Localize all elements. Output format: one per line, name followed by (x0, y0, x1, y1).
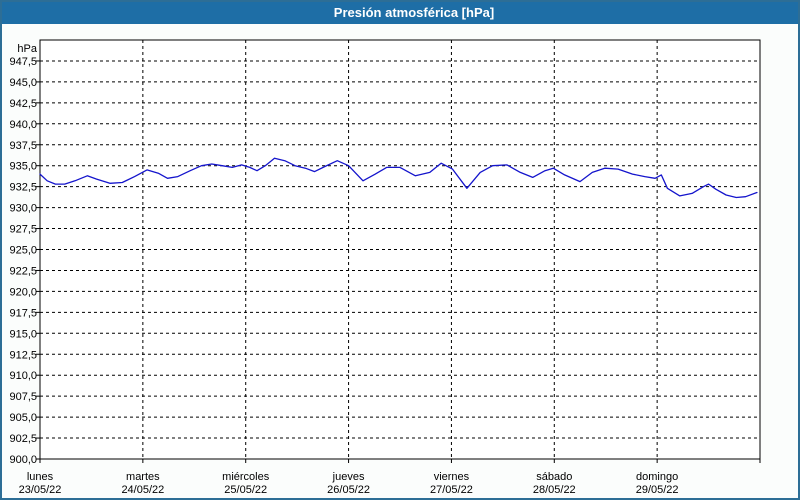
y-tick-label: 935,0 (9, 161, 37, 173)
y-tick-label: 910,0 (9, 370, 37, 382)
y-axis-unit-label: hPa (17, 43, 37, 55)
x-axis-day-label: viernes (434, 471, 470, 483)
y-tick-label: 915,0 (9, 328, 37, 340)
y-tick-label: 902,5 (9, 433, 37, 445)
x-axis-date-label: 28/05/22 (533, 484, 576, 496)
y-tick-label: 920,0 (9, 286, 37, 298)
y-tick-label: 917,5 (9, 307, 37, 319)
y-tick-label: 940,0 (9, 119, 37, 131)
y-tick-label: 925,0 (9, 245, 37, 257)
x-axis-day-label: jueves (332, 471, 365, 483)
y-tick-label: 945,0 (9, 77, 37, 89)
pressure-line (39, 157, 758, 199)
x-axis-date-label: 26/05/22 (327, 484, 370, 496)
plot-border (39, 39, 761, 460)
y-tick-label: 947,5 (9, 56, 37, 68)
x-axis-date-label: 23/05/22 (19, 484, 62, 496)
y-tick-label: 922,5 (9, 265, 37, 277)
chart-title: Presión atmosférica [hPa] (333, 5, 495, 20)
x-axis-date-label: 24/05/22 (121, 484, 164, 496)
x-axis-date-label: 27/05/22 (430, 484, 473, 496)
x-axis-day-label: domingo (636, 471, 678, 483)
y-tick-label: 932,5 (9, 182, 37, 194)
x-axis-day-label: martes (126, 471, 160, 483)
y-tick-label: 900,0 (9, 454, 37, 466)
y-tick-label: 927,5 (9, 224, 37, 236)
chart-title-bar: Presión atmosférica [hPa] (2, 2, 798, 24)
x-axis-date-label: 25/05/22 (224, 484, 267, 496)
y-tick-label: 912,5 (9, 349, 37, 361)
y-tick-label: 905,0 (9, 412, 37, 424)
y-tick-label: 942,5 (9, 98, 37, 110)
pressure-chart: hPa 947,5 945,0 942,5 940,0 937,5 935,0 932,5 9… (9, 39, 761, 496)
y-tick-label: 930,0 (9, 203, 37, 215)
x-axis-day-label: sábado (536, 471, 572, 483)
y-tick-label: 937,5 (9, 140, 37, 152)
x-axis-date-label: 29/05/22 (636, 484, 679, 496)
x-axis-day-label: miércoles (222, 471, 270, 483)
y-tick-label: 907,5 (9, 391, 37, 403)
x-axis-day-label: lunes (27, 471, 54, 483)
